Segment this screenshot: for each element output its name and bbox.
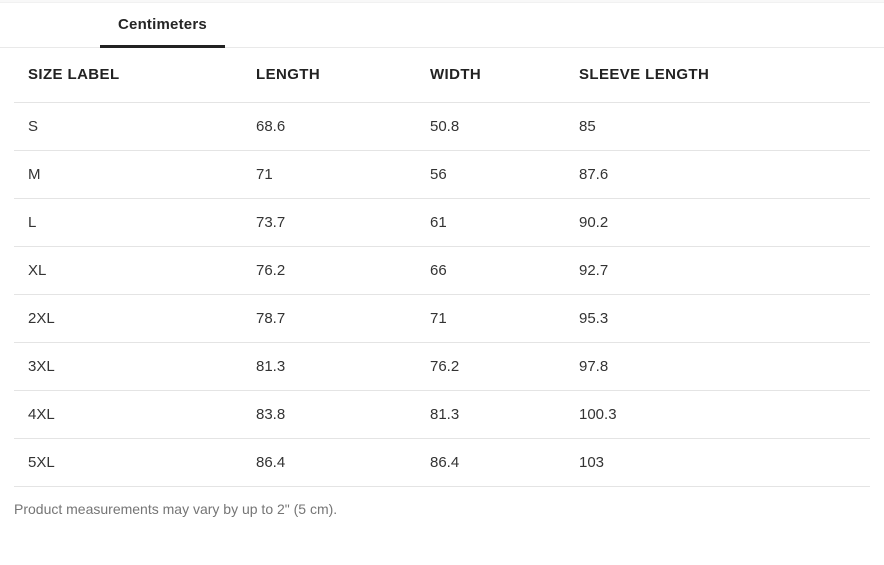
cell-sleeve-length: 92.7 [565, 245, 870, 294]
cell-size-label: L [14, 197, 242, 246]
cell-size-label: M [14, 149, 242, 198]
measurement-disclaimer: Product measurements may vary by up to 2… [14, 500, 338, 517]
cell-size-label: 5XL [14, 437, 242, 487]
table-row: 2XL 78.7 71 95.3 [14, 293, 870, 342]
cell-sleeve-length: 95.3 [565, 293, 870, 342]
cell-sleeve-length: 85 [565, 101, 870, 150]
tab-centimeters[interactable]: Centimeters [100, 3, 225, 48]
table-row: 4XL 83.8 81.3 100.3 [14, 389, 870, 438]
table-row: XL 76.2 66 92.7 [14, 245, 870, 294]
cell-sleeve-length: 97.8 [565, 341, 870, 390]
table-row: 5XL 86.4 86.4 103 [14, 437, 870, 487]
column-header-length: LENGTH [256, 66, 321, 84]
cell-width: 61 [416, 197, 565, 246]
size-chart-table: SIZE LABEL LENGTH WIDTH SLEEVE LENGTH S … [14, 48, 870, 487]
cell-length: 83.8 [242, 389, 416, 438]
table-row: 3XL 81.3 76.2 97.8 [14, 341, 870, 390]
column-header-sleeve-length: SLEEVE LENGTH [579, 66, 710, 84]
cell-size-label: 3XL [14, 341, 242, 390]
cell-width: 86.4 [416, 437, 565, 487]
cell-length: 81.3 [242, 341, 416, 390]
cell-length: 68.6 [242, 101, 416, 150]
cell-width: 81.3 [416, 389, 565, 438]
cell-width: 56 [416, 149, 565, 198]
cell-length: 76.2 [242, 245, 416, 294]
cell-width: 76.2 [416, 341, 565, 390]
cell-sleeve-length: 87.6 [565, 149, 870, 198]
cell-sleeve-length: 90.2 [565, 197, 870, 246]
top-divider [0, 0, 884, 3]
table-row: S 68.6 50.8 85 [14, 101, 870, 150]
cell-size-label: XL [14, 245, 242, 294]
cell-size-label: 2XL [14, 293, 242, 342]
cell-length: 78.7 [242, 293, 416, 342]
cell-width: 66 [416, 245, 565, 294]
table-row: M 71 56 87.6 [14, 149, 870, 198]
cell-sleeve-length: 103 [565, 437, 870, 487]
units-tab-bar: Centimeters [0, 3, 884, 48]
cell-width: 71 [416, 293, 565, 342]
size-chart-table-wrap: SIZE LABEL LENGTH WIDTH SLEEVE LENGTH S … [14, 48, 870, 487]
cell-size-label: S [14, 101, 242, 150]
table-header-row: SIZE LABEL LENGTH WIDTH SLEEVE LENGTH [14, 48, 870, 102]
cell-length: 73.7 [242, 197, 416, 246]
column-header-size-label: SIZE LABEL [28, 66, 120, 84]
cell-length: 86.4 [242, 437, 416, 487]
table-row: L 73.7 61 90.2 [14, 197, 870, 246]
column-header-width: WIDTH [430, 66, 482, 84]
cell-length: 71 [242, 149, 416, 198]
cell-width: 50.8 [416, 101, 565, 150]
cell-sleeve-length: 100.3 [565, 389, 870, 438]
cell-size-label: 4XL [14, 389, 242, 438]
